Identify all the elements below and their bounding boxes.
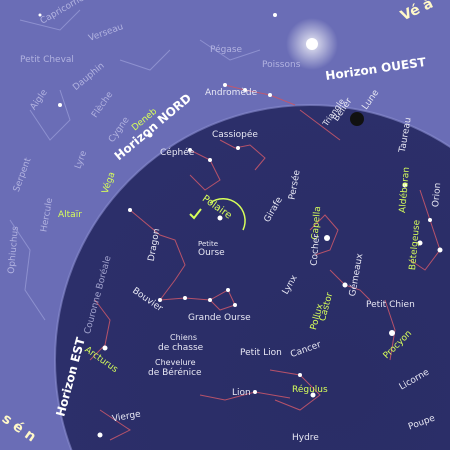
const-chiens: Chiens — [170, 333, 198, 342]
const-petit-lion: Petit Lion — [240, 348, 282, 358]
const-orion: Orion — [431, 182, 444, 208]
const-cassiopee: Cassiopée — [212, 130, 258, 140]
star-altair: Altaïr — [58, 210, 82, 220]
const-de-berenice: de Bérénice — [148, 368, 202, 378]
const-chevelure: Chevelure — [155, 358, 196, 367]
const-hydre: Hydre — [292, 433, 319, 443]
label-petit-cheval: Petit Cheval — [20, 55, 74, 65]
check-icon — [189, 208, 202, 220]
const-grande-ourse: Grande Ourse — [188, 313, 251, 323]
stars — [38, 13, 443, 438]
constellation-lines — [89, 84, 441, 441]
horizon-disk — [55, 105, 450, 450]
label-pegase: Pégase — [210, 45, 243, 55]
moon-icon — [350, 112, 364, 126]
const-petit-chien: Petit Chien — [366, 300, 415, 310]
const-andromede: Andromède — [205, 88, 258, 98]
const-petite: Petite — [198, 240, 219, 248]
const-lion: Lion — [232, 388, 251, 398]
polaris-arc — [209, 198, 246, 231]
const-ourse: Ourse — [198, 248, 225, 258]
label-poissons: Poissons — [262, 60, 301, 70]
outer-lines — [9, 9, 261, 321]
const-de-chasse: de chasse — [158, 343, 204, 353]
const-cephee: Céphée — [160, 148, 195, 158]
star-regulus: Régulus — [292, 385, 328, 395]
